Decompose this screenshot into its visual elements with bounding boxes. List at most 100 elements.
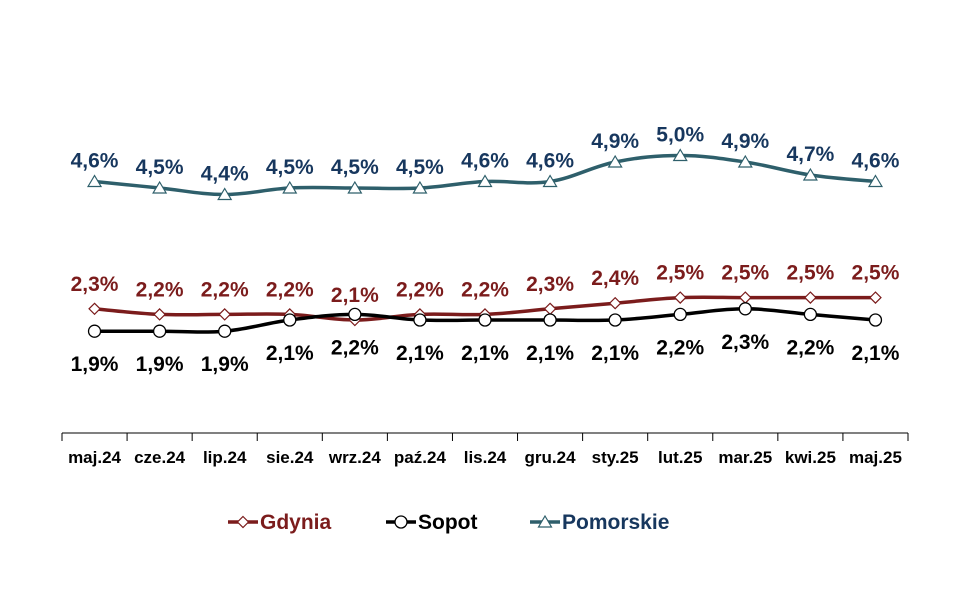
data-label-gdynia: 2,1% [331, 284, 379, 307]
data-label-gdynia: 2,3% [526, 273, 574, 296]
point-gdynia [869, 291, 882, 304]
data-label-sopot: 2,2% [331, 336, 379, 359]
x-tick-label: lut.25 [658, 448, 702, 467]
data-label-sopot: 2,1% [396, 342, 444, 365]
data-label-sopot: 2,1% [852, 342, 900, 365]
point-pomorskie [672, 148, 688, 162]
data-labels: 2,3% 2,2% 2,2% 2,2% 2,1% 2,2% 2,2% 2,3% 2,4% 2,5%… [71, 124, 900, 377]
legend-item-sopot: Sopot [386, 511, 477, 534]
point-gdynia [804, 291, 817, 304]
data-label-sopot: 2,2% [786, 336, 834, 359]
point-sopot [152, 324, 167, 338]
point-gdynia [218, 308, 232, 321]
point-sopot [608, 313, 622, 327]
legend-marker-pomorskie [537, 514, 553, 528]
point-sopot [868, 313, 883, 327]
data-label-pomorskie: 4,9% [591, 130, 639, 153]
legend: Gdynia Sopot Pomorskie [228, 511, 669, 534]
data-label-pomorskie: 4,6% [461, 150, 509, 173]
point-sopot [218, 324, 232, 338]
x-tick-label: lip.24 [203, 448, 247, 467]
data-label-gdynia: 2,5% [852, 262, 900, 285]
point-sopot [283, 313, 297, 327]
point-gdynia [88, 302, 101, 316]
data-label-pomorskie: 4,6% [852, 150, 900, 173]
data-label-sopot: 2,3% [721, 331, 769, 354]
data-label-pomorskie: 4,7% [786, 143, 834, 166]
data-label-pomorskie: 4,5% [136, 156, 184, 179]
x-tick-label: sty.25 [592, 448, 639, 467]
x-tick-label: mar.25 [718, 448, 772, 467]
point-sopot [738, 302, 752, 316]
x-tick-label: sie.24 [266, 448, 314, 467]
legend-label-pomorskie: Pomorskie [562, 511, 669, 534]
legend-marker-gdynia [236, 515, 250, 529]
point-pomorskie [542, 174, 558, 188]
point-pomorskie [152, 180, 168, 194]
point-pomorskie [282, 180, 298, 194]
data-label-sopot: 2,1% [461, 342, 509, 365]
data-label-sopot: 1,9% [201, 353, 249, 376]
point-gdynia [738, 291, 752, 304]
series-layer [86, 148, 884, 338]
data-label-pomorskie: 4,5% [396, 156, 444, 179]
data-label-gdynia: 2,2% [266, 278, 314, 301]
point-sopot [478, 313, 492, 327]
point-gdynia [543, 302, 557, 316]
x-tick-label: wrz.24 [328, 448, 382, 467]
x-tick-label: kwi.25 [785, 448, 836, 467]
legend-label-sopot: Sopot [418, 511, 477, 534]
data-label-gdynia: 2,5% [656, 262, 704, 285]
data-label-gdynia: 2,5% [721, 262, 769, 285]
point-sopot [803, 307, 818, 322]
x-tick-label: paź.24 [394, 448, 447, 467]
data-label-sopot: 2,1% [591, 342, 639, 365]
legend-label-gdynia: Gdynia [260, 511, 332, 534]
point-pomorskie [347, 180, 363, 194]
data-label-pomorskie: 4,6% [71, 150, 119, 173]
legend-item-gdynia: Gdynia [228, 511, 332, 534]
x-tick-label: gru.24 [525, 448, 577, 467]
data-label-pomorskie: 4,5% [266, 156, 314, 179]
point-pomorskie [217, 187, 233, 201]
data-label-gdynia: 2,5% [786, 262, 834, 285]
legend-marker-sopot [394, 515, 408, 529]
data-label-gdynia: 2,2% [396, 278, 444, 301]
data-label-sopot: 1,9% [71, 353, 119, 376]
point-pomorskie [607, 154, 623, 168]
point-pomorskie [867, 174, 884, 188]
point-sopot [543, 313, 557, 327]
x-tick-label: lis.24 [464, 448, 507, 467]
point-sopot [673, 307, 687, 322]
point-pomorskie [86, 174, 103, 188]
data-label-sopot: 2,1% [526, 342, 574, 365]
x-tick-label: maj.24 [68, 448, 121, 467]
data-label-pomorskie: 5,0% [656, 124, 704, 147]
data-label-pomorskie: 4,5% [331, 156, 379, 179]
data-label-gdynia: 2,4% [591, 267, 639, 290]
point-sopot [348, 307, 362, 322]
data-label-pomorskie: 4,4% [201, 163, 249, 186]
point-sopot [87, 324, 102, 338]
data-label-gdynia: 2,2% [461, 278, 509, 301]
x-tick-label: cze.24 [134, 448, 186, 467]
data-label-sopot: 2,2% [656, 336, 704, 359]
point-pomorskie [737, 154, 753, 168]
data-label-pomorskie: 4,6% [526, 150, 574, 173]
point-gdynia [153, 308, 166, 321]
data-label-gdynia: 2,3% [71, 273, 119, 296]
point-pomorskie [477, 174, 493, 188]
point-pomorskie [802, 167, 818, 181]
point-pomorskie [412, 180, 428, 194]
data-label-sopot: 1,9% [136, 353, 184, 376]
data-label-sopot: 2,1% [266, 342, 314, 365]
x-axis: maj.24 cze.24 lip.24 sie.24 wrz.24 paź.24 lis.… [61, 432, 909, 467]
point-gdynia [673, 291, 687, 304]
data-label-pomorskie: 4,9% [721, 130, 769, 153]
point-gdynia [608, 296, 622, 310]
data-label-gdynia: 2,2% [136, 278, 184, 301]
data-label-gdynia: 2,2% [201, 278, 249, 301]
x-tick-label: maj.25 [849, 448, 902, 467]
point-sopot [413, 313, 427, 327]
